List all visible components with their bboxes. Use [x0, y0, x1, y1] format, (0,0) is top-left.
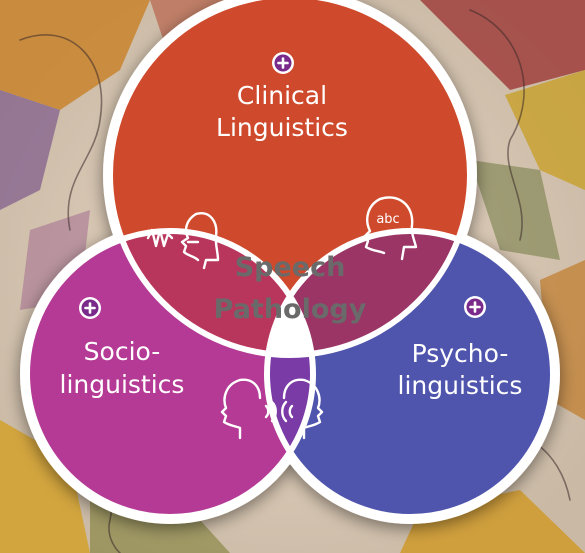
clinical-psycho-overlap: [267, 231, 470, 355]
speech-articulation-icon: [146, 212, 220, 270]
center-title-line1: Speech: [235, 252, 346, 283]
socio-label-line1: Socio-: [84, 337, 161, 366]
clinical-socio-overlap: [110, 231, 313, 355]
clinical-plus-icon[interactable]: [272, 52, 294, 74]
psycho-label-line2: linguistics: [398, 371, 523, 400]
socio-label-line2: linguistics: [60, 370, 185, 399]
socio-plus-icon[interactable]: [79, 297, 101, 319]
two-heads-conversation-icon: [220, 378, 324, 440]
clinical-label-line1: Clinical: [237, 81, 327, 110]
head-abc-icon: abc: [362, 196, 418, 261]
clinical-label-line2: Linguistics: [216, 113, 348, 142]
psycho-plus-icon[interactable]: [464, 296, 486, 318]
center-title-line2: Pathology: [214, 294, 367, 325]
head-abc-text: abc: [376, 212, 399, 227]
psycho-label-line1: Psycho-: [412, 339, 509, 368]
